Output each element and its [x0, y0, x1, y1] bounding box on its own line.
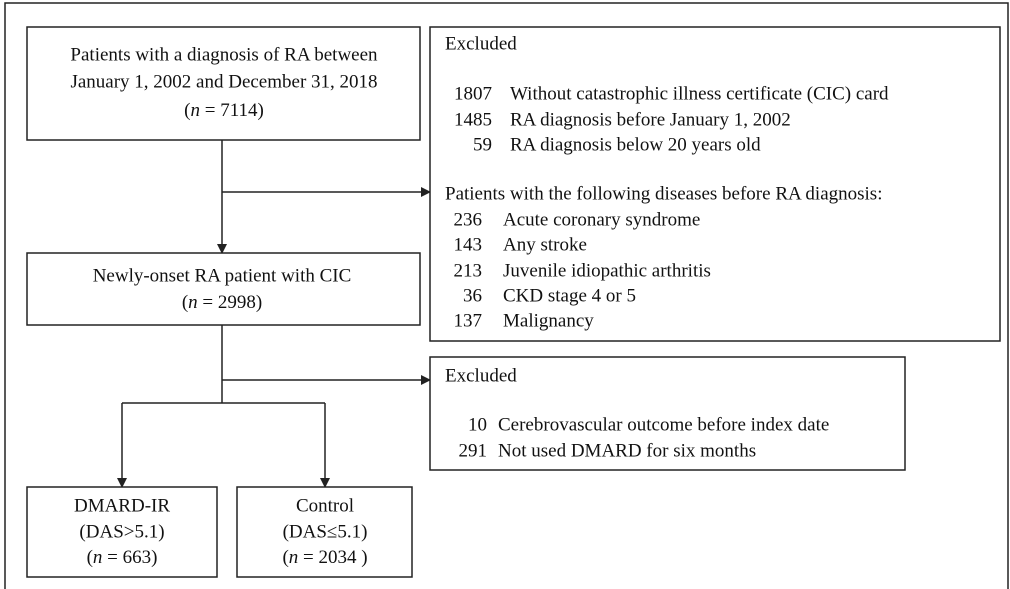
exclusion-label: RA diagnosis before January 1, 2002 [510, 109, 791, 130]
node-count: (n = 7114) [184, 100, 264, 121]
exclusion-count: 213 [454, 260, 483, 281]
exclusion-label: Malignancy [503, 310, 594, 331]
exclusion-count: 143 [454, 234, 483, 255]
exclusion-frame [429, 26, 1001, 342]
exclusion-box: Excluded 10 Cerebrovascular outcome befo… [429, 356, 906, 471]
exclusion-label: Cerebrovascular outcome before index dat… [498, 414, 829, 435]
node-text: (DAS≤5.1) [283, 521, 368, 542]
text-part: n [289, 547, 299, 568]
connectors [117, 140, 431, 488]
text-part: ( [87, 547, 93, 568]
text-part: ( [182, 292, 188, 313]
node-box [26, 486, 218, 578]
node-count: (n = 663) [87, 547, 158, 568]
exclusion-count: 137 [454, 310, 483, 331]
exclusion-count: 36 [463, 285, 482, 306]
exclusion-count: 236 [454, 209, 483, 230]
node: Patients with a diagnosis of RA between … [26, 26, 421, 141]
node-count: (n = 2034 ) [282, 547, 367, 568]
text-part: ( [184, 100, 190, 121]
node-text: January 1, 2002 and December 31, 2018 [70, 71, 377, 92]
node: DMARD-IR (DAS>5.1) (n = 663) [26, 486, 218, 578]
exclusion-box: Excluded 1807 Without catastrophic illne… [429, 26, 1001, 342]
exclusion-label: Acute coronary syndrome [503, 209, 700, 230]
exclusion-label: Juvenile idiopathic arthritis [503, 260, 711, 281]
exclusion-count: 10 [468, 414, 487, 435]
exclusion-count: 1485 [454, 109, 492, 130]
exclusion-count: 1807 [454, 83, 492, 104]
frame [4, 2, 1009, 589]
exclusion-label: Without catastrophic illness certificate… [510, 83, 889, 104]
exclusion-frame [429, 356, 906, 471]
exclusion-title: Excluded [445, 365, 517, 386]
node: Newly-onset RA patient with CIC (n = 299… [26, 252, 421, 326]
node: Control (DAS≤5.1) (n = 2034 ) [236, 486, 413, 578]
exclusion-count: 291 [459, 440, 488, 461]
exclusion-title: Excluded [445, 33, 517, 54]
node-text: Newly-onset RA patient with CIC [93, 265, 352, 286]
exclusion-subtitle: Patients with the following diseases bef… [445, 183, 882, 204]
text-part: = 2998) [198, 292, 263, 313]
node-text: Patients with a diagnosis of RA between [70, 44, 378, 65]
node-text: (DAS>5.1) [79, 521, 164, 542]
node-text: DMARD-IR [74, 495, 170, 516]
exclusion-label: Not used DMARD for six months [498, 440, 756, 461]
text-part: n [190, 100, 200, 121]
text-part: = 663) [102, 547, 157, 568]
node-count: (n = 2998) [182, 292, 262, 313]
exclusion-label: Any stroke [503, 234, 587, 255]
text-part: n [188, 292, 198, 313]
node-text: Control [296, 495, 354, 516]
node-box [236, 486, 413, 578]
node-box [26, 252, 421, 326]
exclusion-label: CKD stage 4 or 5 [503, 285, 636, 306]
node-box [26, 26, 421, 141]
text-part: n [93, 547, 103, 568]
text-part: ( [282, 547, 288, 568]
text-part: = 2034 ) [298, 547, 367, 568]
exclusion-label: RA diagnosis below 20 years old [510, 134, 761, 155]
text-part: = 7114) [200, 100, 264, 121]
exclusion-count: 59 [473, 134, 492, 155]
